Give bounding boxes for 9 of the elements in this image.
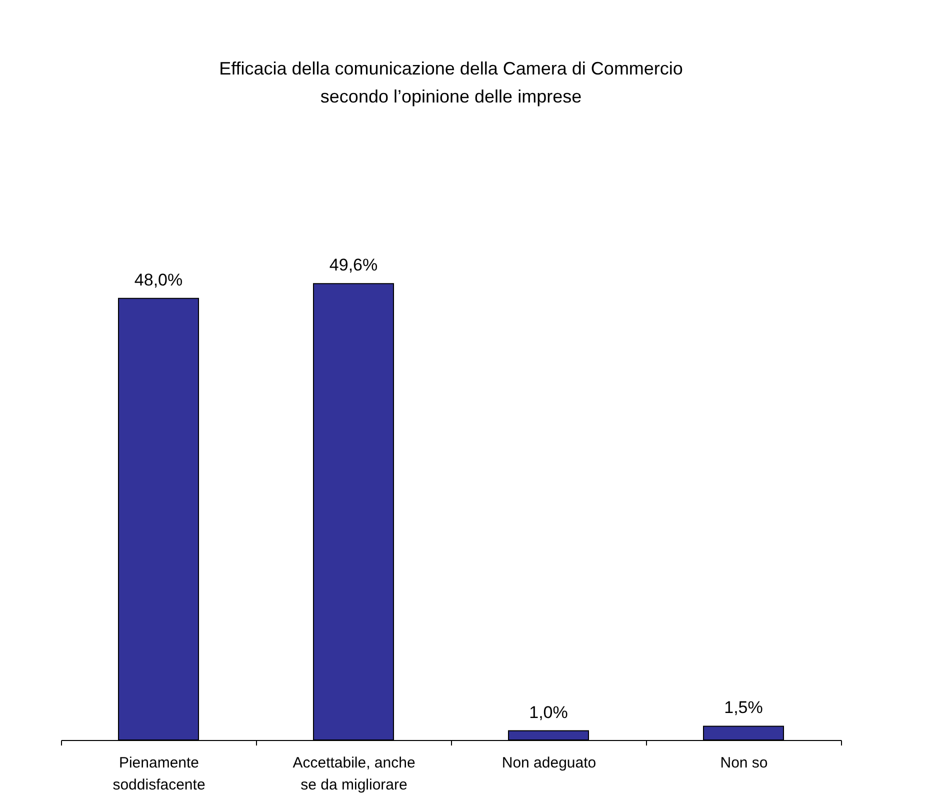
x-tick-label: Non adeguato [502, 754, 596, 772]
x-tick-label: Pienamente soddisfacente [112, 754, 206, 794]
data-label: 1,5% [724, 698, 763, 718]
data-label: 1,0% [529, 702, 568, 722]
data-label: 49,6% [329, 256, 378, 275]
data-label: 48,0% [134, 270, 183, 290]
x-tick-label: Non so [720, 754, 768, 772]
chart-title: Efficacia della comunicazione della Camera di Commercio secondo l’opinione delle imprese [219, 58, 683, 107]
x-tick-label: Accettabile, anche se da migliorare [292, 754, 416, 794]
